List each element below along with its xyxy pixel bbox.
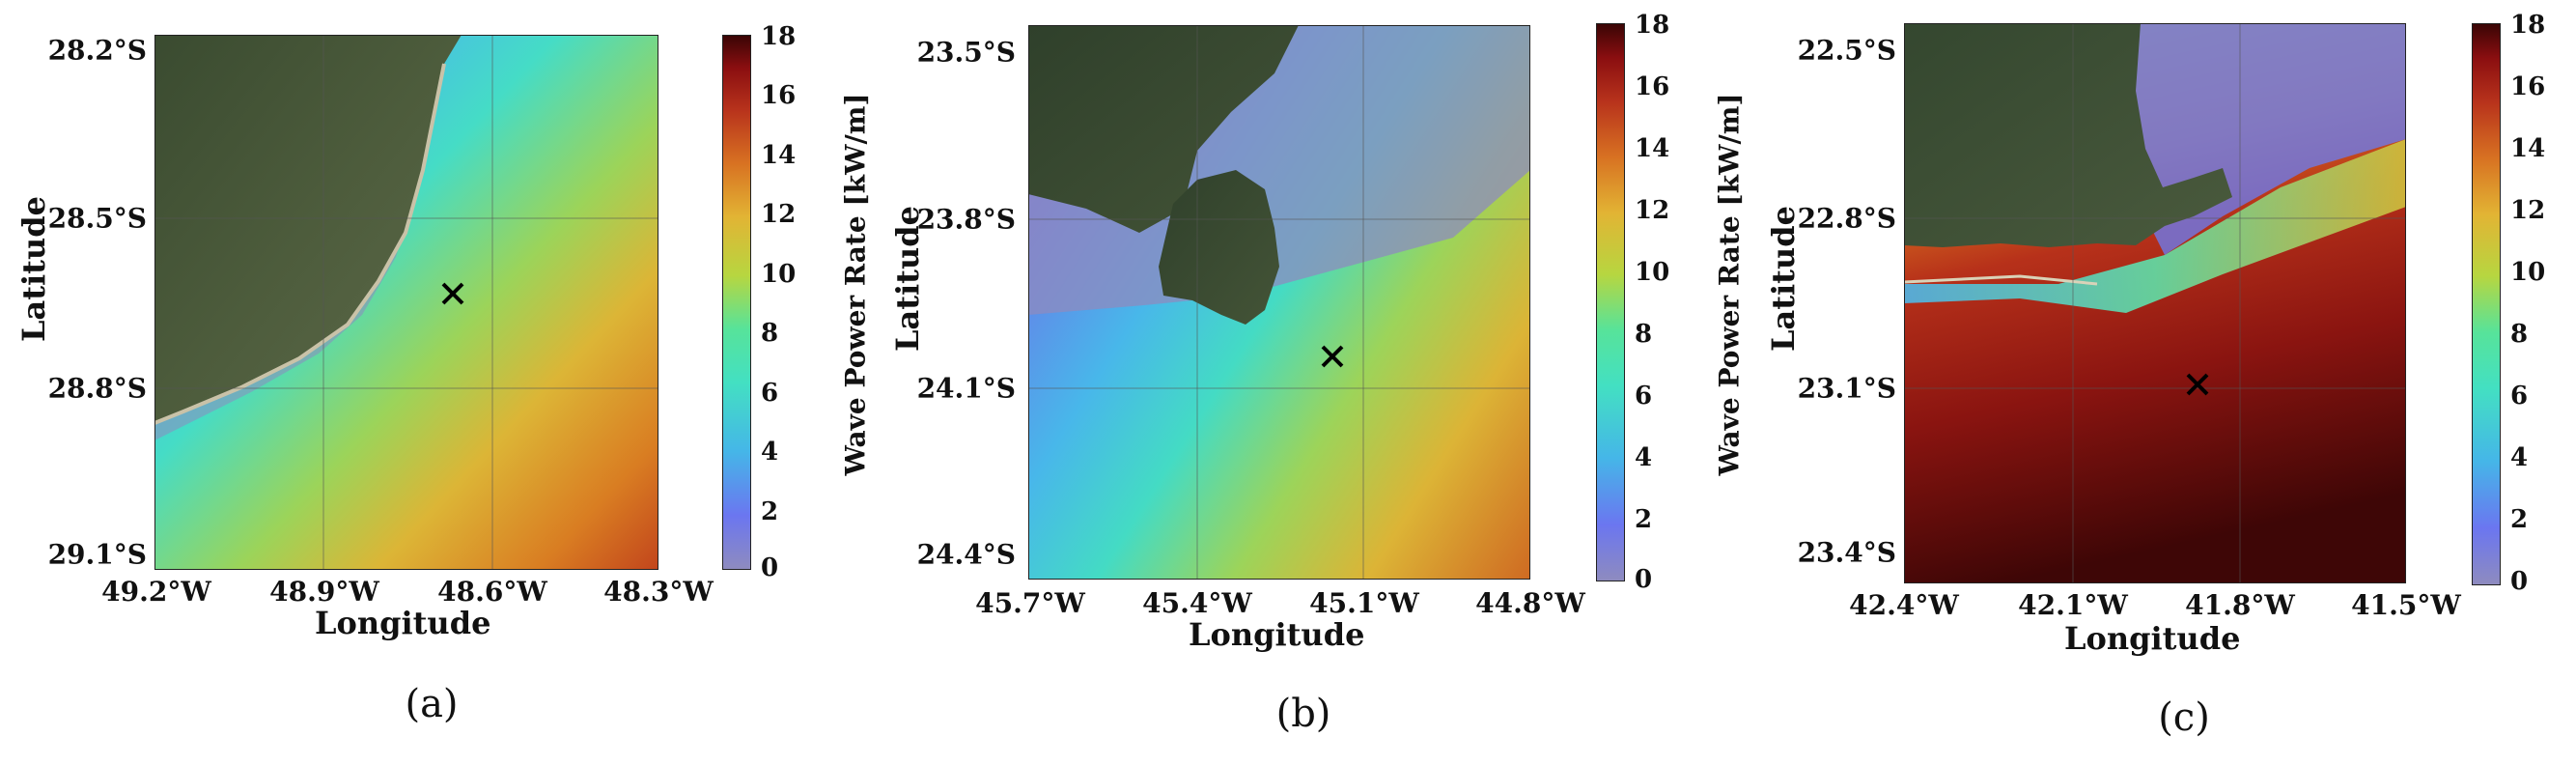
panel-c: Latitude 22.5°S 22.8°S 23.1°S 23.4°S <box>1750 0 2576 765</box>
colorbar-tick: 8 <box>761 319 779 348</box>
colorbar-tick: 8 <box>2510 320 2529 349</box>
panel-caption: (b) <box>1275 692 1331 736</box>
x-axis-label: Longitude <box>315 605 491 641</box>
wave-power-map <box>1904 23 2406 583</box>
colorbar-tick: 16 <box>761 81 797 110</box>
colorbar <box>722 35 751 570</box>
colorbar-tick: 12 <box>2510 196 2546 225</box>
colorbar-tick: 0 <box>761 553 779 582</box>
colorbar-tick: 6 <box>1635 382 1653 411</box>
colorbar-tick: 14 <box>761 141 797 170</box>
y-tick: 29.1°S <box>47 538 147 571</box>
colorbar-tick: 14 <box>1635 134 1670 163</box>
colorbar-label: Wave Power Rate [kW/m] <box>839 93 872 476</box>
panel-b: Latitude 23.5°S 23.8°S 24.1°S 24.4°S <box>874 0 1746 765</box>
x-tick: 44.8°W <box>1475 587 1585 619</box>
y-axis-label: Latitude <box>1765 206 1802 352</box>
colorbar-tick: 10 <box>2510 258 2546 287</box>
colorbar-tick: 12 <box>1635 196 1670 225</box>
wave-power-map <box>154 35 658 570</box>
colorbar-tick: 2 <box>1635 505 1653 534</box>
y-tick: 22.8°S <box>1797 202 1896 235</box>
x-tick: 45.4°W <box>1142 587 1252 619</box>
y-tick: 24.1°S <box>916 372 1016 405</box>
y-tick: 28.2°S <box>47 34 147 67</box>
colorbar-tick: 10 <box>761 260 797 289</box>
panel-caption: (a) <box>405 682 459 726</box>
x-axis-label: Longitude <box>2064 620 2241 657</box>
colorbar-tick: 16 <box>2510 72 2546 101</box>
x-axis-label: Longitude <box>1189 616 1365 653</box>
colorbar-tick: 18 <box>2510 11 2546 40</box>
panel-a: Latitude 28.2°S 28.5°S 28.8°S 29.1°S <box>0 0 872 765</box>
y-tick: 23.8°S <box>916 203 1016 236</box>
x-tick: 42.1°W <box>2018 589 2128 621</box>
x-tick: 48.6°W <box>437 576 547 608</box>
x-tick: 48.3°W <box>603 576 714 608</box>
site-marker-icon <box>1321 345 1344 368</box>
colorbar-tick: 0 <box>1635 565 1653 594</box>
y-tick: 23.1°S <box>1797 372 1896 405</box>
colorbar-tick: 18 <box>1635 11 1670 40</box>
x-tick: 45.7°W <box>975 587 1085 619</box>
y-tick: 24.4°S <box>916 538 1016 571</box>
y-tick: 22.5°S <box>1797 34 1896 67</box>
colorbar-tick: 4 <box>761 438 779 467</box>
colorbar-tick: 6 <box>761 379 779 408</box>
colorbar-tick: 2 <box>2510 505 2529 534</box>
y-tick: 23.4°S <box>1797 536 1896 569</box>
colorbar-tick: 4 <box>1635 443 1653 472</box>
colorbar-tick: 4 <box>2510 443 2529 472</box>
colorbar-tick: 0 <box>2510 567 2529 596</box>
x-tick: 41.8°W <box>2185 589 2295 621</box>
y-axis-label: Latitude <box>15 196 52 342</box>
colorbar-tick: 12 <box>761 200 797 229</box>
x-tick: 42.4°W <box>1849 589 1959 621</box>
colorbar-label: Wave Power Rate [kW/m] <box>1713 93 1746 476</box>
y-axis-label: Latitude <box>889 206 926 352</box>
colorbar-tick: 14 <box>2510 134 2546 163</box>
colorbar-tick: 2 <box>761 497 779 526</box>
colorbar-tick: 10 <box>1635 258 1670 287</box>
colorbar <box>2472 23 2501 585</box>
colorbar-tick: 8 <box>1635 320 1653 349</box>
x-tick: 41.5°W <box>2351 589 2461 621</box>
site-marker-icon <box>2186 373 2209 396</box>
y-tick: 23.5°S <box>916 36 1016 69</box>
x-tick: 49.2°W <box>101 576 211 608</box>
wave-power-map <box>1028 25 1530 580</box>
panel-caption: (c) <box>2158 695 2210 740</box>
y-tick: 28.5°S <box>47 202 147 235</box>
site-marker-icon <box>441 282 464 305</box>
colorbar-tick: 16 <box>1635 72 1670 101</box>
y-tick: 28.8°S <box>47 372 147 405</box>
colorbar <box>1596 23 1625 581</box>
x-tick: 45.1°W <box>1309 587 1419 619</box>
x-tick: 48.9°W <box>269 576 379 608</box>
colorbar-tick: 18 <box>761 22 797 51</box>
colorbar-tick: 6 <box>2510 382 2529 411</box>
